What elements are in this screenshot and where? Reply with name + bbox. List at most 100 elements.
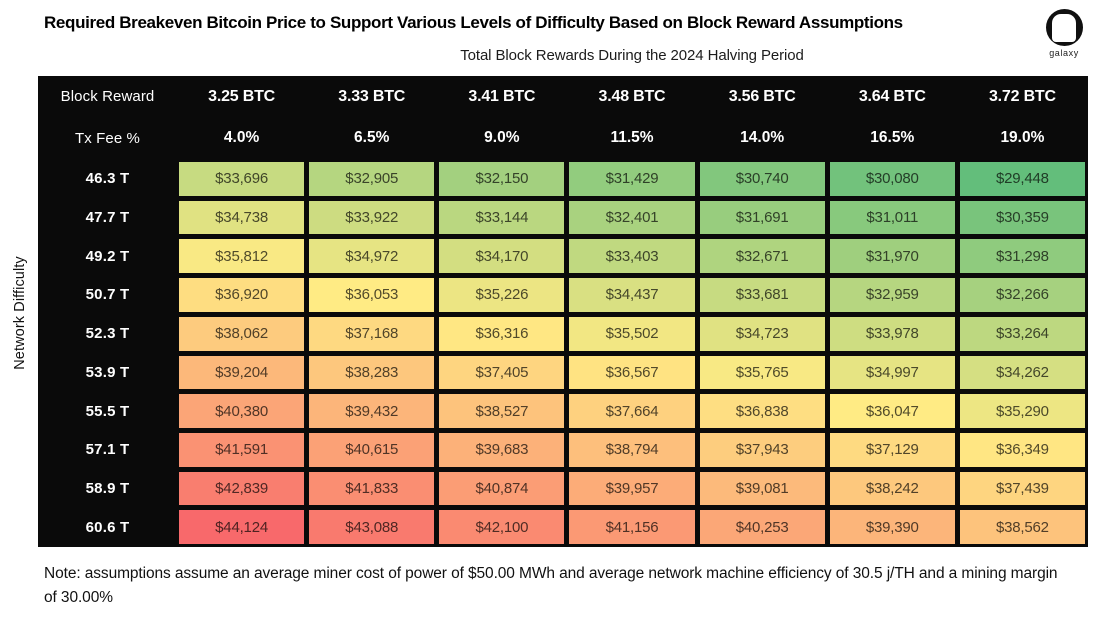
heatmap-cell: $41,833 (309, 471, 435, 506)
heatmap-cell: $31,691 (699, 200, 825, 235)
row-label-difficulty: 53.9 T (85, 363, 130, 381)
heatmap-cell: $34,997 (829, 355, 955, 390)
footnote: Note: assumptions assume an average mine… (44, 565, 1058, 607)
heatmap-cell: $33,696 (179, 162, 305, 196)
heatmap-cell: $38,283 (309, 355, 435, 390)
heatmap-cell: $32,959 (829, 278, 955, 312)
row-label-difficulty: 52.3 T (85, 325, 130, 343)
heatmap-cell: $41,156 (569, 510, 695, 544)
heatmap-cell: $36,047 (829, 394, 955, 428)
heatmap-cell: $29,448 (959, 162, 1085, 196)
heatmap-cell: $33,681 (699, 278, 825, 312)
heatmap-cell: $38,242 (829, 471, 955, 506)
heatmap-cell: $38,062 (179, 316, 305, 351)
heatmap-cell: $35,812 (179, 239, 305, 274)
col-header-block-reward: 3.64 BTC (858, 87, 926, 105)
heatmap-cell: $40,253 (699, 510, 825, 544)
heatmap-cell: $37,943 (699, 432, 825, 467)
chart-subtitle: Total Block Rewards During the 2024 Halv… (460, 47, 804, 64)
heatmap-cell: $37,664 (569, 394, 695, 428)
corner-label-block-reward: Block Reward (60, 88, 155, 105)
col-header-tx-fee: 6.5% (354, 129, 390, 146)
heatmap-cell: $34,170 (439, 239, 565, 274)
heatmap-cell: $36,838 (699, 394, 825, 428)
heatmap-cell: $37,405 (439, 355, 565, 390)
row-label-difficulty: 47.7 T (85, 209, 130, 227)
heatmap-cell: $35,502 (569, 316, 695, 351)
row-label-difficulty: 57.1 T (85, 441, 130, 459)
heatmap-cell: $33,922 (309, 200, 435, 235)
galaxy-helmet-visor-icon (1052, 14, 1076, 42)
row-label-difficulty: 60.6 T (85, 518, 130, 536)
heatmap-cell: $40,615 (309, 432, 435, 467)
col-header-tx-fee: 4.0% (223, 129, 260, 146)
heatmap-cell: $34,723 (699, 316, 825, 351)
col-header-tx-fee: 11.5% (610, 129, 654, 146)
heatmap-cell: $36,053 (309, 278, 435, 312)
heatmap-cell: $38,794 (569, 432, 695, 467)
heatmap-cell: $38,562 (959, 510, 1085, 544)
heatmap-cell: $40,380 (179, 394, 305, 428)
heatmap-cell: $35,765 (699, 355, 825, 390)
row-label-difficulty: 58.9 T (85, 479, 130, 497)
heatmap-cell: $31,011 (829, 200, 955, 235)
heatmap-cell: $39,957 (569, 471, 695, 506)
heatmap-cell: $34,437 (569, 278, 695, 312)
heatmap-cell: $39,432 (309, 394, 435, 428)
col-header-tx-fee: 9.0% (484, 129, 520, 146)
col-header-block-reward: 3.48 BTC (598, 87, 666, 105)
heatmap-cell: $33,144 (439, 200, 565, 235)
heatmap-cell: $39,390 (829, 510, 955, 544)
row-label-difficulty: 49.2 T (85, 247, 130, 265)
heatmap-cell: $39,683 (439, 432, 565, 467)
col-header-tx-fee: 16.5% (870, 129, 915, 146)
heatmap-cell: $40,874 (439, 471, 565, 506)
heatmap-cell: $44,124 (179, 510, 305, 544)
heatmap-cell: $43,088 (309, 510, 435, 544)
corner-label-tx-fee: Tx Fee % (75, 129, 140, 147)
col-header-block-reward: 3.56 BTC (728, 87, 796, 105)
heatmap-cell: $32,150 (439, 162, 565, 196)
heatmap-cell: $42,100 (439, 510, 565, 544)
col-header-block-reward: 3.41 BTC (468, 87, 536, 105)
heatmap-cell: $35,226 (439, 278, 565, 312)
heatmap-cell: $32,671 (699, 239, 825, 274)
heatmap-cell: $42,839 (179, 471, 305, 506)
galaxy-logo: galaxy (1040, 9, 1088, 58)
col-header-tx-fee: 14.0% (740, 129, 785, 146)
y-axis-label: Network Difficulty (12, 256, 28, 370)
heatmap-cell: $39,081 (699, 471, 825, 506)
chart-title: Required Breakeven Bitcoin Price to Supp… (44, 13, 903, 32)
heatmap-cell: $32,905 (309, 162, 435, 196)
heatmap-cell: $34,738 (179, 200, 305, 235)
heatmap-table: Block Reward 3.25 BTC 3.33 BTC 3.41 BTC 3.48… (38, 76, 1088, 547)
heatmap-cell: $33,978 (829, 316, 955, 351)
heatmap-cell: $32,266 (959, 278, 1085, 312)
col-header-block-reward: 3.72 BTC (988, 87, 1056, 105)
col-header-block-reward: 3.25 BTC (208, 87, 275, 105)
galaxy-logo-icon (1045, 9, 1083, 46)
heatmap-cell: $36,567 (569, 355, 695, 390)
heatmap-cell: $30,740 (699, 162, 825, 196)
heatmap-cell: $38,527 (439, 394, 565, 428)
heatmap-cell: $36,349 (959, 432, 1085, 467)
row-label-difficulty: 55.5 T (85, 402, 130, 420)
heatmap-cell: $34,262 (959, 355, 1085, 390)
heatmap-cell: $39,204 (179, 355, 305, 390)
row-label-difficulty: 46.3 T (85, 170, 130, 188)
row-label-difficulty: 50.7 T (85, 286, 130, 304)
col-header-tx-fee: 19.0% (1000, 129, 1045, 146)
heatmap-cell: $37,129 (829, 432, 955, 467)
heatmap-cell: $37,439 (959, 471, 1085, 506)
heatmap-cell: $31,970 (829, 239, 955, 274)
heatmap-cell: $34,972 (309, 239, 435, 274)
heatmap-cell: $31,298 (959, 239, 1085, 274)
heatmap-cell: $35,290 (959, 394, 1085, 428)
heatmap-cell: $33,403 (569, 239, 695, 274)
heatmap-cell: $32,401 (569, 200, 695, 235)
heatmap-cell: $30,080 (829, 162, 955, 196)
heatmap-cell: $30,359 (959, 200, 1085, 235)
heatmap-cell: $41,591 (179, 432, 305, 467)
heatmap-cell: $36,316 (439, 316, 565, 351)
heatmap-cell: $31,429 (569, 162, 695, 196)
